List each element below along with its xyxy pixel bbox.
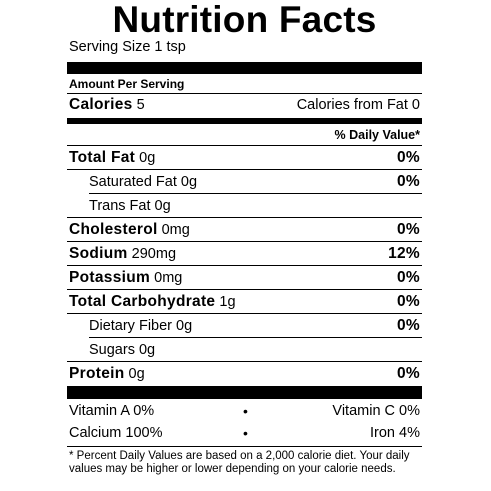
bullet-separator: • — [243, 403, 248, 419]
divider — [67, 169, 422, 170]
vitamin-c: Vitamin C 0% — [332, 403, 420, 419]
nutrient-row-sodium: Sodium 290mg 12% — [67, 242, 422, 265]
divider — [67, 217, 422, 218]
thick-divider — [67, 62, 422, 74]
divider — [67, 241, 422, 242]
nutrient-daily-value: 0% — [396, 148, 420, 166]
divider — [67, 265, 422, 266]
nutrient-name: Sugars — [89, 341, 135, 358]
nutrient-daily-value: 0% — [396, 172, 420, 190]
nutrient-amount: 0g — [154, 197, 171, 214]
vitamin-a: Vitamin A 0% — [69, 403, 155, 419]
calories-from-fat: Calories from Fat 0 — [296, 97, 420, 113]
nutrient-name: Saturated Fat — [89, 173, 177, 190]
nutrient-name: Dietary Fiber — [89, 317, 172, 334]
divider — [67, 93, 422, 94]
nutrient-name: Cholesterol — [69, 220, 158, 238]
nutrient-daily-value: 0% — [396, 292, 420, 310]
nutrient-name: Trans Fat — [89, 197, 151, 214]
nutrient-daily-value: 0% — [396, 268, 420, 286]
nutrient-amount: 0g — [138, 341, 156, 358]
bullet-separator: • — [243, 425, 248, 441]
serving-size: Serving Size 1 tsp — [69, 39, 186, 55]
nutrient-daily-value: 0% — [396, 364, 420, 382]
thick-divider — [67, 386, 422, 399]
mineral-row: Calcium 100% • Iron 4% — [67, 423, 422, 443]
divider — [67, 446, 422, 447]
nutrient-amount: 1g — [219, 293, 236, 310]
nutrient-amount: 0g — [139, 149, 156, 166]
nutrient-amount: 0g — [128, 365, 145, 382]
nutrient-row-protein: Protein 0g 0% — [67, 362, 422, 385]
nutrient-amount: 0g — [176, 317, 193, 334]
nutrient-amount: 290mg — [131, 245, 177, 262]
vitamin-row: Vitamin A 0% • Vitamin C 0% — [67, 401, 422, 421]
nutrient-row-saturated-fat: Saturated Fat 0g 0% — [67, 170, 422, 193]
daily-value-header-row: % Daily Value* — [67, 124, 422, 146]
divider — [67, 313, 422, 314]
nutrient-amount: 0mg — [161, 221, 190, 238]
divider — [89, 193, 422, 194]
nutrient-name: Protein — [69, 364, 125, 382]
label-title: Nutrition Facts — [112, 0, 377, 40]
nutrient-name: Sodium — [69, 244, 128, 262]
amount-per-serving: Amount Per Serving — [69, 77, 185, 91]
nutrient-row-dietary-fiber: Dietary Fiber 0g 0% — [67, 314, 422, 337]
daily-value-header: % Daily Value* — [334, 128, 420, 142]
divider — [89, 337, 422, 338]
nutrient-name: Total Fat — [69, 148, 136, 166]
nutrient-daily-value: 0% — [396, 220, 420, 238]
footnote: * Percent Daily Values are based on a 2,… — [69, 450, 410, 475]
nutrient-name: Potassium — [69, 268, 151, 286]
nutrient-daily-value: 12% — [388, 244, 420, 262]
nutrient-row-total-fat: Total Fat 0g 0% — [67, 146, 422, 169]
medium-divider — [67, 118, 422, 124]
iron: Iron 4% — [370, 425, 420, 441]
nutrient-row-potassium: Potassium 0mg 0% — [67, 266, 422, 289]
calories-value: 5 — [136, 97, 145, 113]
nutrient-row-cholesterol: Cholesterol 0mg 0% — [67, 218, 422, 241]
nutrient-row-sugars: Sugars 0g — [67, 338, 422, 361]
nutrient-row-total-carbohydrate: Total Carbohydrate 1g 0% — [67, 290, 422, 313]
divider — [67, 289, 422, 290]
nutrient-row-trans-fat: Trans Fat 0g — [67, 194, 422, 217]
amount-per-serving-row: Amount Per Serving — [67, 74, 422, 94]
nutrient-name: Total Carbohydrate — [69, 292, 216, 310]
nutrient-amount: 0mg — [154, 269, 183, 286]
nutrient-daily-value: 0% — [396, 316, 420, 334]
divider — [67, 145, 422, 146]
nutrient-amount: 0g — [180, 173, 198, 190]
calories-label: Calories — [69, 96, 133, 113]
calcium: Calcium 100% — [69, 425, 163, 441]
calories-row: Calories 5 Calories from Fat 0 — [67, 94, 422, 116]
nutrition-label: Nutrition Facts Serving Size 1 tsp Amoun… — [67, 0, 422, 491]
divider — [67, 361, 422, 362]
